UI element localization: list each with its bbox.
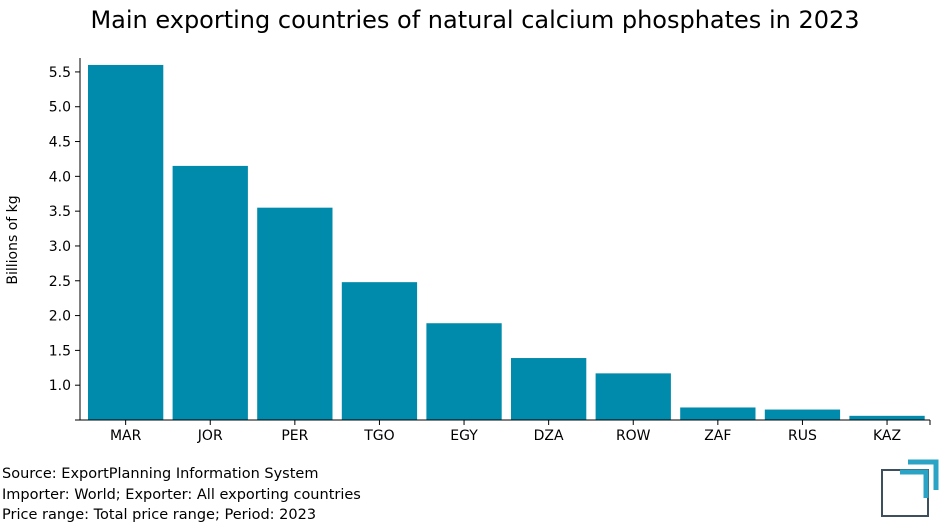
logo-back-square [881,469,929,517]
bar-jor [172,165,248,420]
bar-dza [511,358,587,420]
chart-title: Main exporting countries of natural calc… [90,6,860,34]
x-tick-label-egy: EGY [450,428,478,444]
range-note: Price range: Total price range; Period: … [2,507,317,523]
y-tick-label: 3.5 [49,204,71,220]
bar-kaz [849,415,925,420]
x-tick-label-row: ROW [616,428,651,444]
y-tick-label: 3.0 [49,239,71,255]
bar-rus [764,409,841,420]
plot-area: 1.0 1.5 2.0 2.5 3.0 3.5 4.0 4.5 5.0 5.5 MAR JOR PER T… [49,58,931,444]
bar-mar [88,64,164,420]
y-tick-label: 4.0 [49,169,71,185]
y-tick-label: 2.5 [49,274,71,290]
x-tick-label-jor: JOR [197,428,223,444]
logo-corner-mark-outer [908,459,939,490]
x-tick-label-kaz: KAZ [873,428,901,444]
bar-per [257,207,333,420]
y-tick-label: 5.0 [49,100,71,116]
x-tick-label-dza: DZA [534,428,564,444]
source-note: Source: ExportPlanning Information Syste… [2,466,319,482]
x-tick-label-zaf: ZAF [704,428,731,444]
y-axis-label: Billions of kg [5,195,21,284]
bar-row [595,373,671,420]
x-tick-label-tgo: TGO [363,428,394,444]
exportplanning-logo-icon [881,459,939,517]
y-tick-label: 2.0 [49,309,71,325]
x-tick-label-per: PER [281,428,308,444]
x-tick-label-mar: MAR [110,428,142,444]
chart-footer: Source: ExportPlanning Information Syste… [2,464,361,526]
y-tick-label: 5.5 [49,65,71,81]
bar-egy [426,323,502,420]
bar-chart: 1.0 1.5 2.0 2.5 3.0 3.5 4.0 4.5 5.0 5.5 MAR JOR PER T… [5,58,931,444]
bar-tgo [341,282,418,420]
y-tick-label: 1.5 [49,343,71,359]
filter-note: Importer: World; Exporter: All exporting… [2,486,361,503]
bar-zaf [680,407,756,420]
x-tick-label-rus: RUS [788,428,817,444]
logo-corner-mark [900,469,929,498]
y-tick-label: 4.5 [49,135,71,151]
y-tick-label: 1.0 [49,378,71,394]
